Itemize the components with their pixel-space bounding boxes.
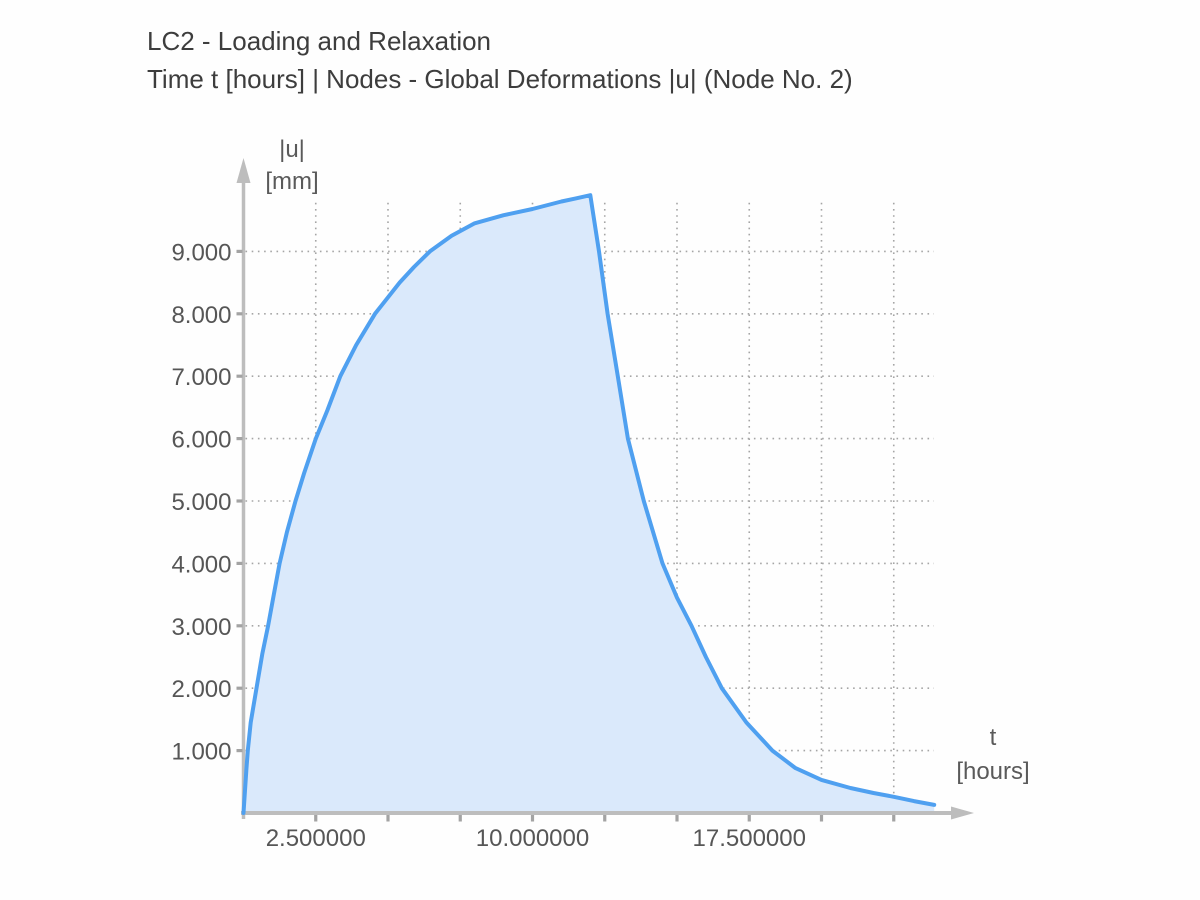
y-tick-label: 7.000 xyxy=(171,364,231,391)
chart-subtitle: Time t [hours] | Nodes - Global Deformat… xyxy=(147,64,853,94)
chart-title-block: LC2 - Loading and Relaxation Time t [hou… xyxy=(147,22,853,98)
deformation-curve xyxy=(241,193,937,815)
y-tick-label: 5.000 xyxy=(171,489,231,516)
chart-title: LC2 - Loading and Relaxation xyxy=(147,26,492,56)
y-axis-arrow-icon xyxy=(236,158,251,183)
y-tick-label: 4.000 xyxy=(171,551,231,578)
y-axis-unit-block: |u| [mm] xyxy=(242,134,342,198)
y-tick-label: 6.000 xyxy=(171,427,231,454)
y-tick-label: 2.000 xyxy=(171,676,231,703)
y-axis-symbol: |u| xyxy=(279,136,305,163)
y-axis-unit: [mm] xyxy=(265,168,319,195)
x-tick-label: 10.000000 xyxy=(476,825,589,852)
x-axis-arrow-icon xyxy=(951,806,974,820)
deformation-area-fill xyxy=(243,195,935,813)
x-axis-symbol: t xyxy=(989,724,997,751)
y-tick-label: 1.000 xyxy=(171,739,231,766)
x-tick-label: 17.500000 xyxy=(693,825,806,852)
y-tick-label: 3.000 xyxy=(171,614,231,641)
x-axis-unit-block: t [hours] xyxy=(929,721,1057,789)
y-tick-label: 9.000 xyxy=(171,239,231,266)
x-tick-label: 2.500000 xyxy=(266,825,366,852)
x-axis-unit: [hours] xyxy=(956,758,1030,785)
y-tick-label: 8.000 xyxy=(171,302,231,329)
